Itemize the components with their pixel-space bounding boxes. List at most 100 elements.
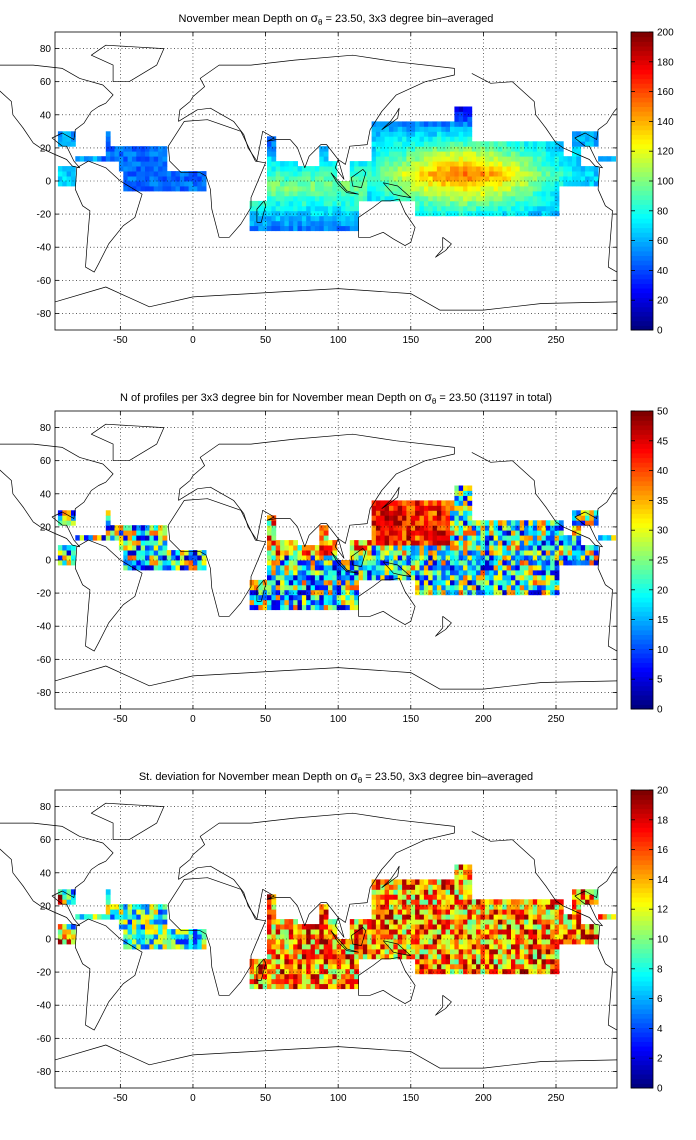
data-bin	[436, 944, 442, 950]
data-bin	[301, 973, 307, 980]
data-bin	[341, 560, 346, 566]
data-bin	[476, 929, 481, 935]
data-bin	[393, 131, 399, 137]
data-bin	[288, 210, 294, 217]
data-bin	[371, 550, 377, 556]
data-bin	[288, 569, 294, 576]
data-bin	[454, 500, 460, 506]
data-bin	[101, 156, 107, 162]
data-bin	[301, 545, 307, 551]
data-bin	[558, 540, 564, 546]
data-bin	[384, 929, 390, 935]
data-bin	[314, 171, 320, 177]
data-bin	[127, 525, 133, 531]
data-bin	[158, 904, 163, 910]
data-bin	[323, 181, 329, 187]
data-bin	[406, 924, 412, 930]
data-bin	[550, 205, 555, 212]
data-bin	[572, 545, 577, 551]
data-bin	[297, 186, 303, 192]
colorbar-swatch	[631, 278, 653, 284]
data-bin	[184, 186, 189, 192]
data-bin	[432, 136, 438, 142]
data-bin	[419, 200, 425, 207]
data-bin	[136, 550, 142, 556]
data-bin	[158, 530, 163, 536]
data-bin	[349, 594, 355, 601]
colorbar-swatch	[631, 143, 653, 149]
data-bin	[306, 205, 311, 212]
data-bin	[310, 924, 316, 930]
data-bin	[310, 205, 316, 212]
data-bin	[349, 599, 355, 606]
data-bin	[423, 161, 429, 167]
data-bin	[153, 909, 159, 915]
data-bin	[432, 520, 438, 526]
data-bin	[406, 176, 412, 182]
data-bin	[288, 205, 294, 212]
data-bin	[145, 909, 150, 915]
data-bin	[271, 599, 277, 606]
data-bin	[454, 166, 460, 172]
data-bin	[336, 584, 342, 591]
data-bin	[284, 210, 290, 217]
data-bin	[528, 560, 534, 566]
colorbar-swatch	[631, 204, 653, 210]
data-bin	[132, 929, 137, 935]
data-bin	[524, 584, 529, 591]
data-bin	[541, 555, 547, 561]
colorbar-swatch	[631, 466, 653, 473]
data-bin	[145, 171, 150, 177]
data-bin	[419, 555, 425, 561]
data-bin	[463, 510, 468, 516]
data-bin	[467, 176, 473, 182]
data-bin	[406, 914, 412, 920]
data-bin	[310, 195, 316, 202]
data-bin	[506, 924, 512, 930]
data-bin	[384, 151, 390, 157]
data-bin	[489, 190, 494, 197]
data-bin	[484, 186, 490, 192]
data-bin	[162, 161, 168, 167]
data-bin	[454, 530, 460, 536]
data-bin	[406, 121, 412, 127]
coastline	[435, 995, 452, 1016]
data-bin	[371, 186, 377, 192]
data-bin	[428, 166, 433, 172]
data-bin	[454, 171, 460, 177]
data-bin	[467, 205, 473, 212]
data-bin	[454, 579, 460, 586]
data-bin	[445, 569, 451, 576]
data-bin	[66, 176, 72, 182]
data-bin	[402, 195, 407, 202]
data-bin	[323, 151, 329, 157]
data-bin	[589, 181, 595, 187]
data-bin	[402, 934, 407, 940]
data-bin	[524, 176, 529, 182]
coastline	[435, 237, 452, 258]
data-bin	[140, 186, 146, 192]
data-bin	[467, 574, 473, 581]
data-bin	[328, 550, 333, 556]
data-bin	[71, 889, 76, 895]
data-bin	[310, 550, 316, 556]
data-bin	[458, 176, 464, 182]
data-bin	[515, 195, 521, 202]
data-bin	[166, 929, 172, 935]
y-tick-label: 80	[40, 44, 52, 55]
data-bin	[314, 225, 320, 232]
data-bin	[497, 929, 503, 935]
colorbar-swatch	[631, 855, 653, 861]
data-bin	[166, 181, 172, 187]
data-bin	[445, 190, 451, 197]
data-bin	[423, 181, 429, 187]
data-bin	[389, 525, 394, 531]
data-bin	[502, 166, 508, 172]
data-bin	[62, 555, 68, 561]
data-bin	[332, 171, 338, 177]
data-bin	[511, 953, 516, 960]
colorbar-swatch	[631, 59, 653, 66]
data-bin	[445, 205, 451, 212]
data-bin	[423, 958, 429, 965]
data-bin	[380, 166, 386, 172]
